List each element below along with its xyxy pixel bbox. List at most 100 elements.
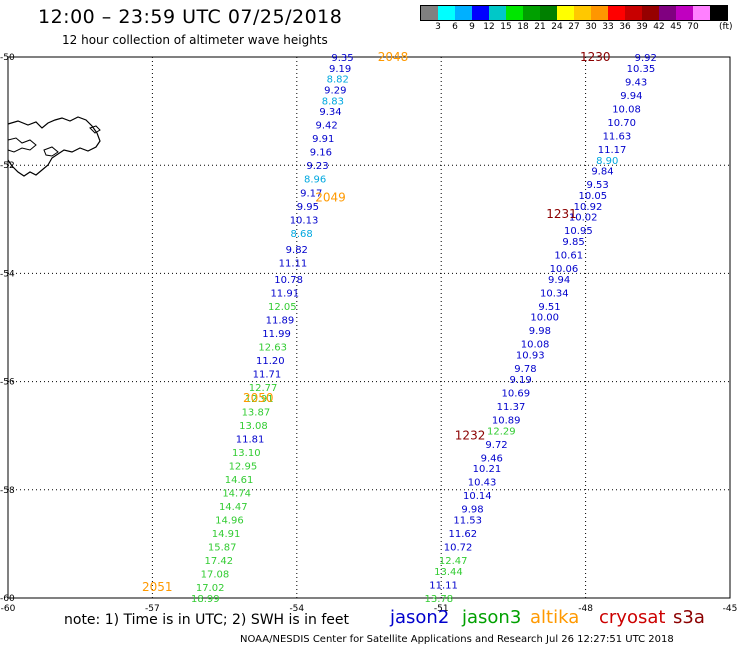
legend-s3a: s3a <box>673 607 705 628</box>
wave-height-value: 14.47 <box>219 502 248 513</box>
wave-height-value: 10.21 <box>473 464 502 475</box>
wave-height-value: 9.46 <box>481 453 503 464</box>
pass-number-label: 2048 <box>378 50 409 64</box>
wave-height-value: 12.77 <box>249 383 278 394</box>
color-swatch <box>710 6 727 20</box>
wave-height-value: 12.95 <box>229 461 258 472</box>
wave-height-value: 9.94 <box>548 275 570 286</box>
page-subtitle: 12 hour collection of altimeter wave hei… <box>62 33 328 47</box>
wave-height-value: 9.95 <box>297 202 319 213</box>
color-swatch <box>489 6 506 20</box>
pass-number-label: 1232 <box>455 429 486 443</box>
color-scale-label: 33 <box>602 22 614 32</box>
wave-height-value: 12.29 <box>487 426 516 437</box>
pass-number-label: 2051 <box>142 580 173 594</box>
wave-height-value: 14.91 <box>212 529 241 540</box>
wave-height-value: 9.91 <box>312 134 334 145</box>
color-swatch <box>472 6 489 20</box>
color-swatch <box>693 6 710 20</box>
y-tick-label: -56 <box>0 378 15 388</box>
wave-height-value: 10.34 <box>540 288 569 299</box>
wave-height-value: 11.81 <box>236 434 265 445</box>
wave-height-value: 9.16 <box>310 148 332 159</box>
color-swatch <box>625 6 642 20</box>
pass-number-label: 1231 <box>546 207 577 221</box>
page-title: 12:00 – 23:59 UTC 07/25/2018 <box>38 6 343 28</box>
color-scale-unit: (ft) <box>719 22 733 32</box>
pass-number-label: 1230 <box>580 50 611 64</box>
wave-height-value: 9.82 <box>286 245 308 256</box>
wave-height-value: 10.69 <box>501 388 530 399</box>
color-scale-label: 70 <box>687 22 699 32</box>
coastline <box>89 125 101 134</box>
pass-number-label: 2050 <box>243 391 274 405</box>
wave-height-value: 11.37 <box>497 402 526 413</box>
wave-height-value: 10.92 <box>574 202 603 213</box>
wave-height-value: 10.02 <box>569 213 598 224</box>
color-scale-label: 18 <box>517 22 529 32</box>
wave-height-value: 9.78 <box>514 364 536 375</box>
wave-height-value: 11.62 <box>449 529 478 540</box>
wave-height-value: 11.71 <box>253 369 282 380</box>
wave-height-value: 9.51 <box>538 302 560 313</box>
x-tick-label: -51 <box>434 604 449 614</box>
color-scale-label: 6 <box>452 22 458 32</box>
legend-altika: altika <box>530 607 580 628</box>
color-scale-label: 15 <box>500 22 512 32</box>
wave-height-value: 10.89 <box>492 415 521 426</box>
color-swatch <box>455 6 472 20</box>
color-swatch <box>523 6 540 20</box>
color-scale-label: 45 <box>670 22 682 32</box>
color-swatch <box>642 6 659 20</box>
wave-height-value: 10.13 <box>290 215 319 226</box>
color-scale-label: 12 <box>483 22 495 32</box>
y-tick-label: -52 <box>0 161 15 171</box>
wave-height-value: 9.19 <box>509 375 531 386</box>
color-swatch <box>676 6 693 20</box>
wave-height-value: 17.02 <box>196 583 225 594</box>
footnote: note: 1) Time is in UTC; 2) SWH is in fe… <box>64 612 350 628</box>
wave-height-value: 9.84 <box>591 167 613 178</box>
wave-height-value: 9.98 <box>529 326 551 337</box>
wave-height-value: 10.00 <box>530 313 559 324</box>
color-swatch <box>574 6 591 20</box>
wave-height-value: 14.96 <box>215 516 244 527</box>
wave-height-value: 9.29 <box>324 85 346 96</box>
wave-height-value: 11.17 <box>598 145 627 156</box>
wave-height-value: 17.08 <box>201 570 230 581</box>
x-tick-label: -60 <box>1 604 16 614</box>
wave-height-value: 13.44 <box>434 567 463 578</box>
wave-height-value: 10.95 <box>564 226 593 237</box>
wave-height-value: 8.68 <box>290 229 312 240</box>
wave-height-value: 11.63 <box>603 131 632 142</box>
wave-height-value: 10.70 <box>607 118 636 129</box>
x-tick-label: -48 <box>578 604 593 614</box>
wave-height-value: 10.08 <box>521 340 550 351</box>
wave-height-value: 8.82 <box>327 75 349 86</box>
color-swatch <box>540 6 557 20</box>
coastline <box>7 116 101 177</box>
x-tick-label: -54 <box>289 604 304 614</box>
y-tick-label: -58 <box>0 486 15 496</box>
pass-number-label: 2049 <box>315 191 346 205</box>
y-tick-label: -50 <box>0 53 15 63</box>
coastline <box>7 137 37 153</box>
color-scale-label: 39 <box>636 22 648 32</box>
legend-cryosat: cryosat <box>599 607 666 628</box>
wave-height-value: 9.35 <box>331 53 353 64</box>
wave-height-value: 11.99 <box>262 329 291 340</box>
wave-height-value: 8.96 <box>304 175 326 186</box>
color-scale-label: 36 <box>619 22 631 32</box>
wave-height-value: 18.99 <box>191 594 220 605</box>
y-tick-label: -60 <box>0 594 15 604</box>
color-scale-label: 21 <box>534 22 546 32</box>
wave-height-value: 9.94 <box>620 91 642 102</box>
wave-height-value: 10.78 <box>274 275 303 286</box>
wave-height-value: 9.17 <box>300 188 322 199</box>
x-tick-label: -45 <box>723 604 738 614</box>
color-scale-label: 27 <box>568 22 580 32</box>
wave-height-value: 11.11 <box>429 580 458 591</box>
wave-height-value: 9.85 <box>562 237 584 248</box>
wave-height-value: 10.72 <box>444 543 473 554</box>
color-scale-label: 42 <box>653 22 665 32</box>
